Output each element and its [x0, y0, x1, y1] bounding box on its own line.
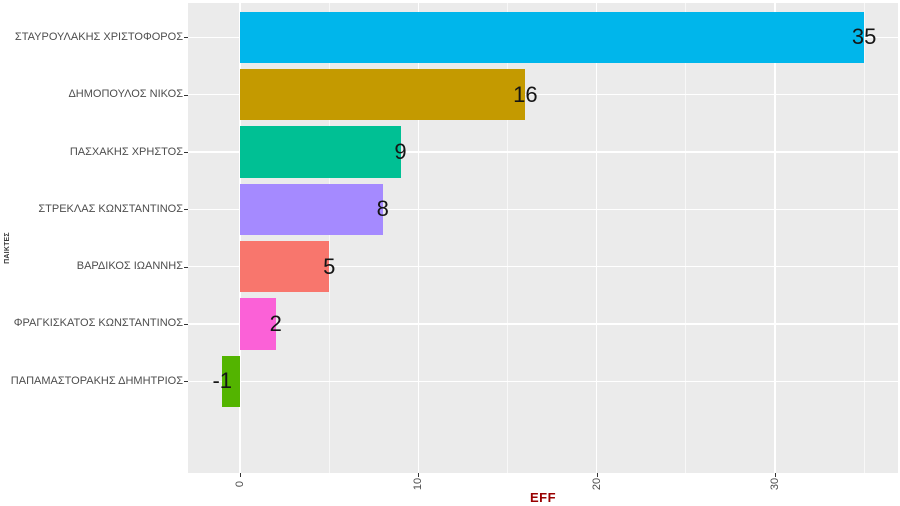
- x-axis-tick-label: 0: [234, 480, 247, 488]
- category-label: ΔΗΜΟΠΟΥΛΟΣ ΝΙΚΟΣ: [68, 88, 183, 101]
- bar-value-label: 16: [513, 81, 538, 107]
- bar-value-label: 8: [376, 196, 389, 222]
- x-axis-tick-mark: [774, 473, 776, 477]
- bar-value-label: 5: [323, 253, 336, 279]
- gridline-major-vertical: [774, 3, 776, 473]
- x-axis-tick-mark: [240, 473, 242, 477]
- x-axis-tick-label: 10: [412, 477, 425, 491]
- gridline-major-vertical: [595, 3, 598, 473]
- y-axis-tick-mark: [184, 209, 188, 211]
- y-axis-tick-mark: [184, 381, 188, 383]
- gridline-major-horizontal: [188, 323, 898, 325]
- gridline-major-vertical: [239, 3, 241, 473]
- category-label: ΠΑΣΧΑΚΗΣ ΧΡΗΣΤΟΣ: [69, 145, 183, 158]
- bar: [240, 240, 330, 293]
- category-label: ΣΤΑΥΡΟΥΛΑΚΗΣ ΧΡΙΣΤΟΦΟΡΟΣ: [14, 30, 183, 43]
- category-label: ΠΑΠΑΜΑΣΤΟΡΑΚΗΣ ΔΗΜΗΤΡΙΟΣ: [10, 374, 183, 387]
- bar: [240, 11, 865, 64]
- bar: [240, 68, 526, 121]
- category-label: ΣΤΡΕΚΛΑΣ ΚΩΝΣΤΑΝΤΙΝΟΣ: [38, 202, 183, 215]
- plot-panel: 35 16 9 8 5 2 -1: [188, 3, 898, 473]
- gridline-major-horizontal: [188, 208, 898, 211]
- x-axis-tick-mark: [596, 473, 598, 477]
- bar: [240, 126, 401, 178]
- gridline-major-vertical: [417, 3, 420, 473]
- gridline-major-horizontal: [188, 380, 898, 383]
- bar: [222, 355, 241, 408]
- y-axis-tick-mark: [184, 152, 188, 154]
- gridline-major-horizontal: [188, 151, 898, 153]
- y-axis-tick-mark: [184, 37, 188, 39]
- gridline-minor-vertical: [685, 3, 687, 473]
- y-axis-title: ΠΑΙΚΤΕΣ: [4, 232, 11, 264]
- bar-value-label: 2: [269, 310, 282, 336]
- bar-value-label: 9: [394, 139, 407, 165]
- x-axis-tick-label: 30: [768, 477, 781, 491]
- bar: [240, 183, 383, 236]
- x-axis-title: EFF: [529, 490, 557, 505]
- y-axis-tick-mark: [184, 94, 188, 96]
- y-axis-tick-mark: [184, 266, 188, 268]
- category-label: ΦΡΑΓΚΙΣΚΑΤΟΣ ΚΩΝΣΤΑΝΤΙΝΟΣ: [13, 317, 183, 330]
- gridline-major-horizontal: [188, 265, 898, 268]
- bar: [240, 298, 276, 350]
- y-axis-tick-mark: [184, 323, 188, 325]
- gridline-minor-vertical: [328, 3, 330, 473]
- bar-value-label: 35: [851, 24, 877, 50]
- gridline-minor-vertical: [507, 3, 508, 473]
- x-axis-tick-mark: [418, 473, 420, 477]
- bar-value-label: -1: [212, 368, 232, 394]
- gridline-major-horizontal: [188, 93, 898, 96]
- gridline-minor-vertical: [863, 3, 865, 473]
- category-label: ΒΑΡΔΙΚΟΣ ΙΩΑΝΝΗΣ: [76, 260, 183, 273]
